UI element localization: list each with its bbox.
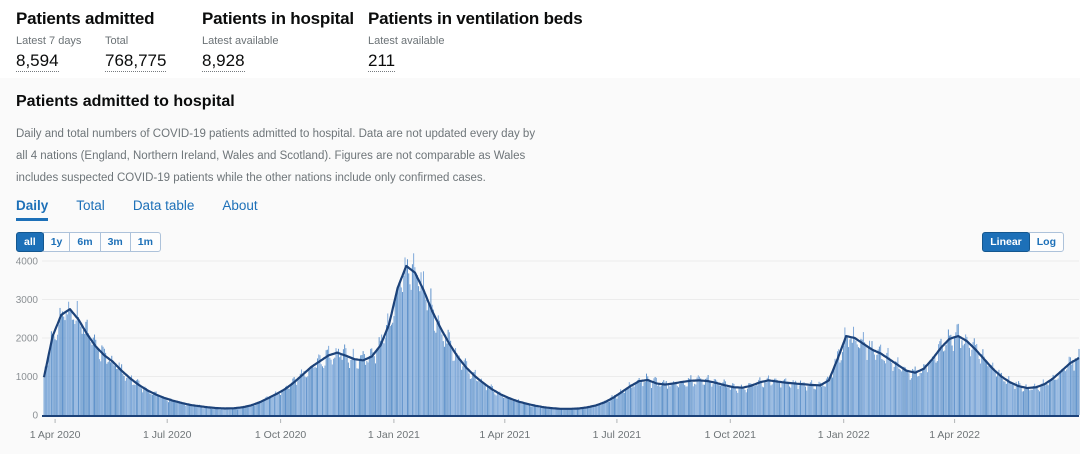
y-tick-label: 1000 <box>16 372 39 383</box>
tab-daily[interactable]: Daily <box>16 197 49 221</box>
x-tick-label: 1 Jan 2022 <box>818 429 870 441</box>
range-button-6m[interactable]: 6m <box>69 231 101 253</box>
x-tick-label: 1 Jul 2020 <box>143 429 192 441</box>
time-range-selector: all 1y 6m 3m 1m <box>16 231 161 253</box>
stat-card-patients-in-ventilation-beds: Patients in ventilation beds Latest avai… <box>368 9 583 72</box>
x-tick-label: 1 Oct 2021 <box>705 429 757 441</box>
range-button-1y[interactable]: 1y <box>42 231 71 253</box>
patients-admitted-card: Patients admitted to hospital Daily and … <box>0 78 1080 454</box>
scale-button-linear[interactable]: Linear <box>982 231 1030 253</box>
stat-metric-value: 211 <box>368 51 396 72</box>
x-tick-label: 1 Jul 2021 <box>593 429 642 441</box>
range-button-all[interactable]: all <box>16 231 44 253</box>
stat-metric-label: Latest 7 days <box>16 35 82 47</box>
stat-metric: Total 768,775 <box>105 35 167 72</box>
stat-metric-label: Latest available <box>202 35 279 47</box>
x-tick-label: 1 Oct 2020 <box>255 429 307 441</box>
tab-bar: Daily Total Data table About <box>16 197 1064 221</box>
tab-data-table[interactable]: Data table <box>132 198 195 213</box>
stat-card-patients-admitted: Patients admitted Latest 7 days 8,594 To… <box>16 9 202 72</box>
tab-about[interactable]: About <box>222 198 258 213</box>
rolling-average-line <box>42 264 1080 410</box>
summary-panel: Patients admitted Latest 7 days 8,594 To… <box>0 0 1080 72</box>
y-tick-label: 0 <box>32 411 38 422</box>
x-tick-label: 1 Apr 2021 <box>479 429 530 441</box>
stat-title: Patients in hospital <box>202 9 354 28</box>
y-tick-label: 4000 <box>16 257 39 268</box>
scale-button-log[interactable]: Log <box>1028 231 1064 253</box>
stat-metric: Latest available 211 <box>368 35 445 72</box>
card-description: Daily and total numbers of COVID-19 pati… <box>16 128 536 184</box>
scale-selector: Linear Log <box>982 231 1064 253</box>
stat-metric-label: Latest available <box>368 35 445 47</box>
admissions-chart-svg[interactable]: 0 1000 2000 3000 4000 1 Apr 2020 1 Jul 2020 1 O… <box>0 252 1080 456</box>
stat-metric-label: Total <box>105 35 129 47</box>
x-tick-label: 1 Apr 2022 <box>929 429 980 441</box>
stat-card-patients-in-hospital: Patients in hospital Latest available 8,… <box>202 9 368 72</box>
chart-controls: all 1y 6m 3m 1m Linear Log <box>16 231 1064 253</box>
stat-metric-value: 8,928 <box>202 51 245 72</box>
stat-metric: Latest 7 days 8,594 <box>16 35 105 72</box>
stat-title: Patients admitted <box>16 9 155 28</box>
stat-metric-value: 8,594 <box>16 51 59 72</box>
range-button-3m[interactable]: 3m <box>99 231 131 253</box>
tab-total[interactable]: Total <box>76 198 105 213</box>
y-tick-label: 3000 <box>16 295 39 306</box>
range-button-1m[interactable]: 1m <box>129 231 161 253</box>
stat-metric-value: 768,775 <box>105 51 167 72</box>
daily-bars <box>43 253 1080 415</box>
stat-metric: Latest available 8,928 <box>202 35 279 72</box>
card-title: Patients admitted to hospital <box>16 93 235 110</box>
x-tick-label: 1 Apr 2020 <box>30 429 81 441</box>
y-tick-label: 2000 <box>16 334 39 345</box>
x-tick-label: 1 Jan 2021 <box>368 429 420 441</box>
stat-title: Patients in ventilation beds <box>368 9 583 28</box>
